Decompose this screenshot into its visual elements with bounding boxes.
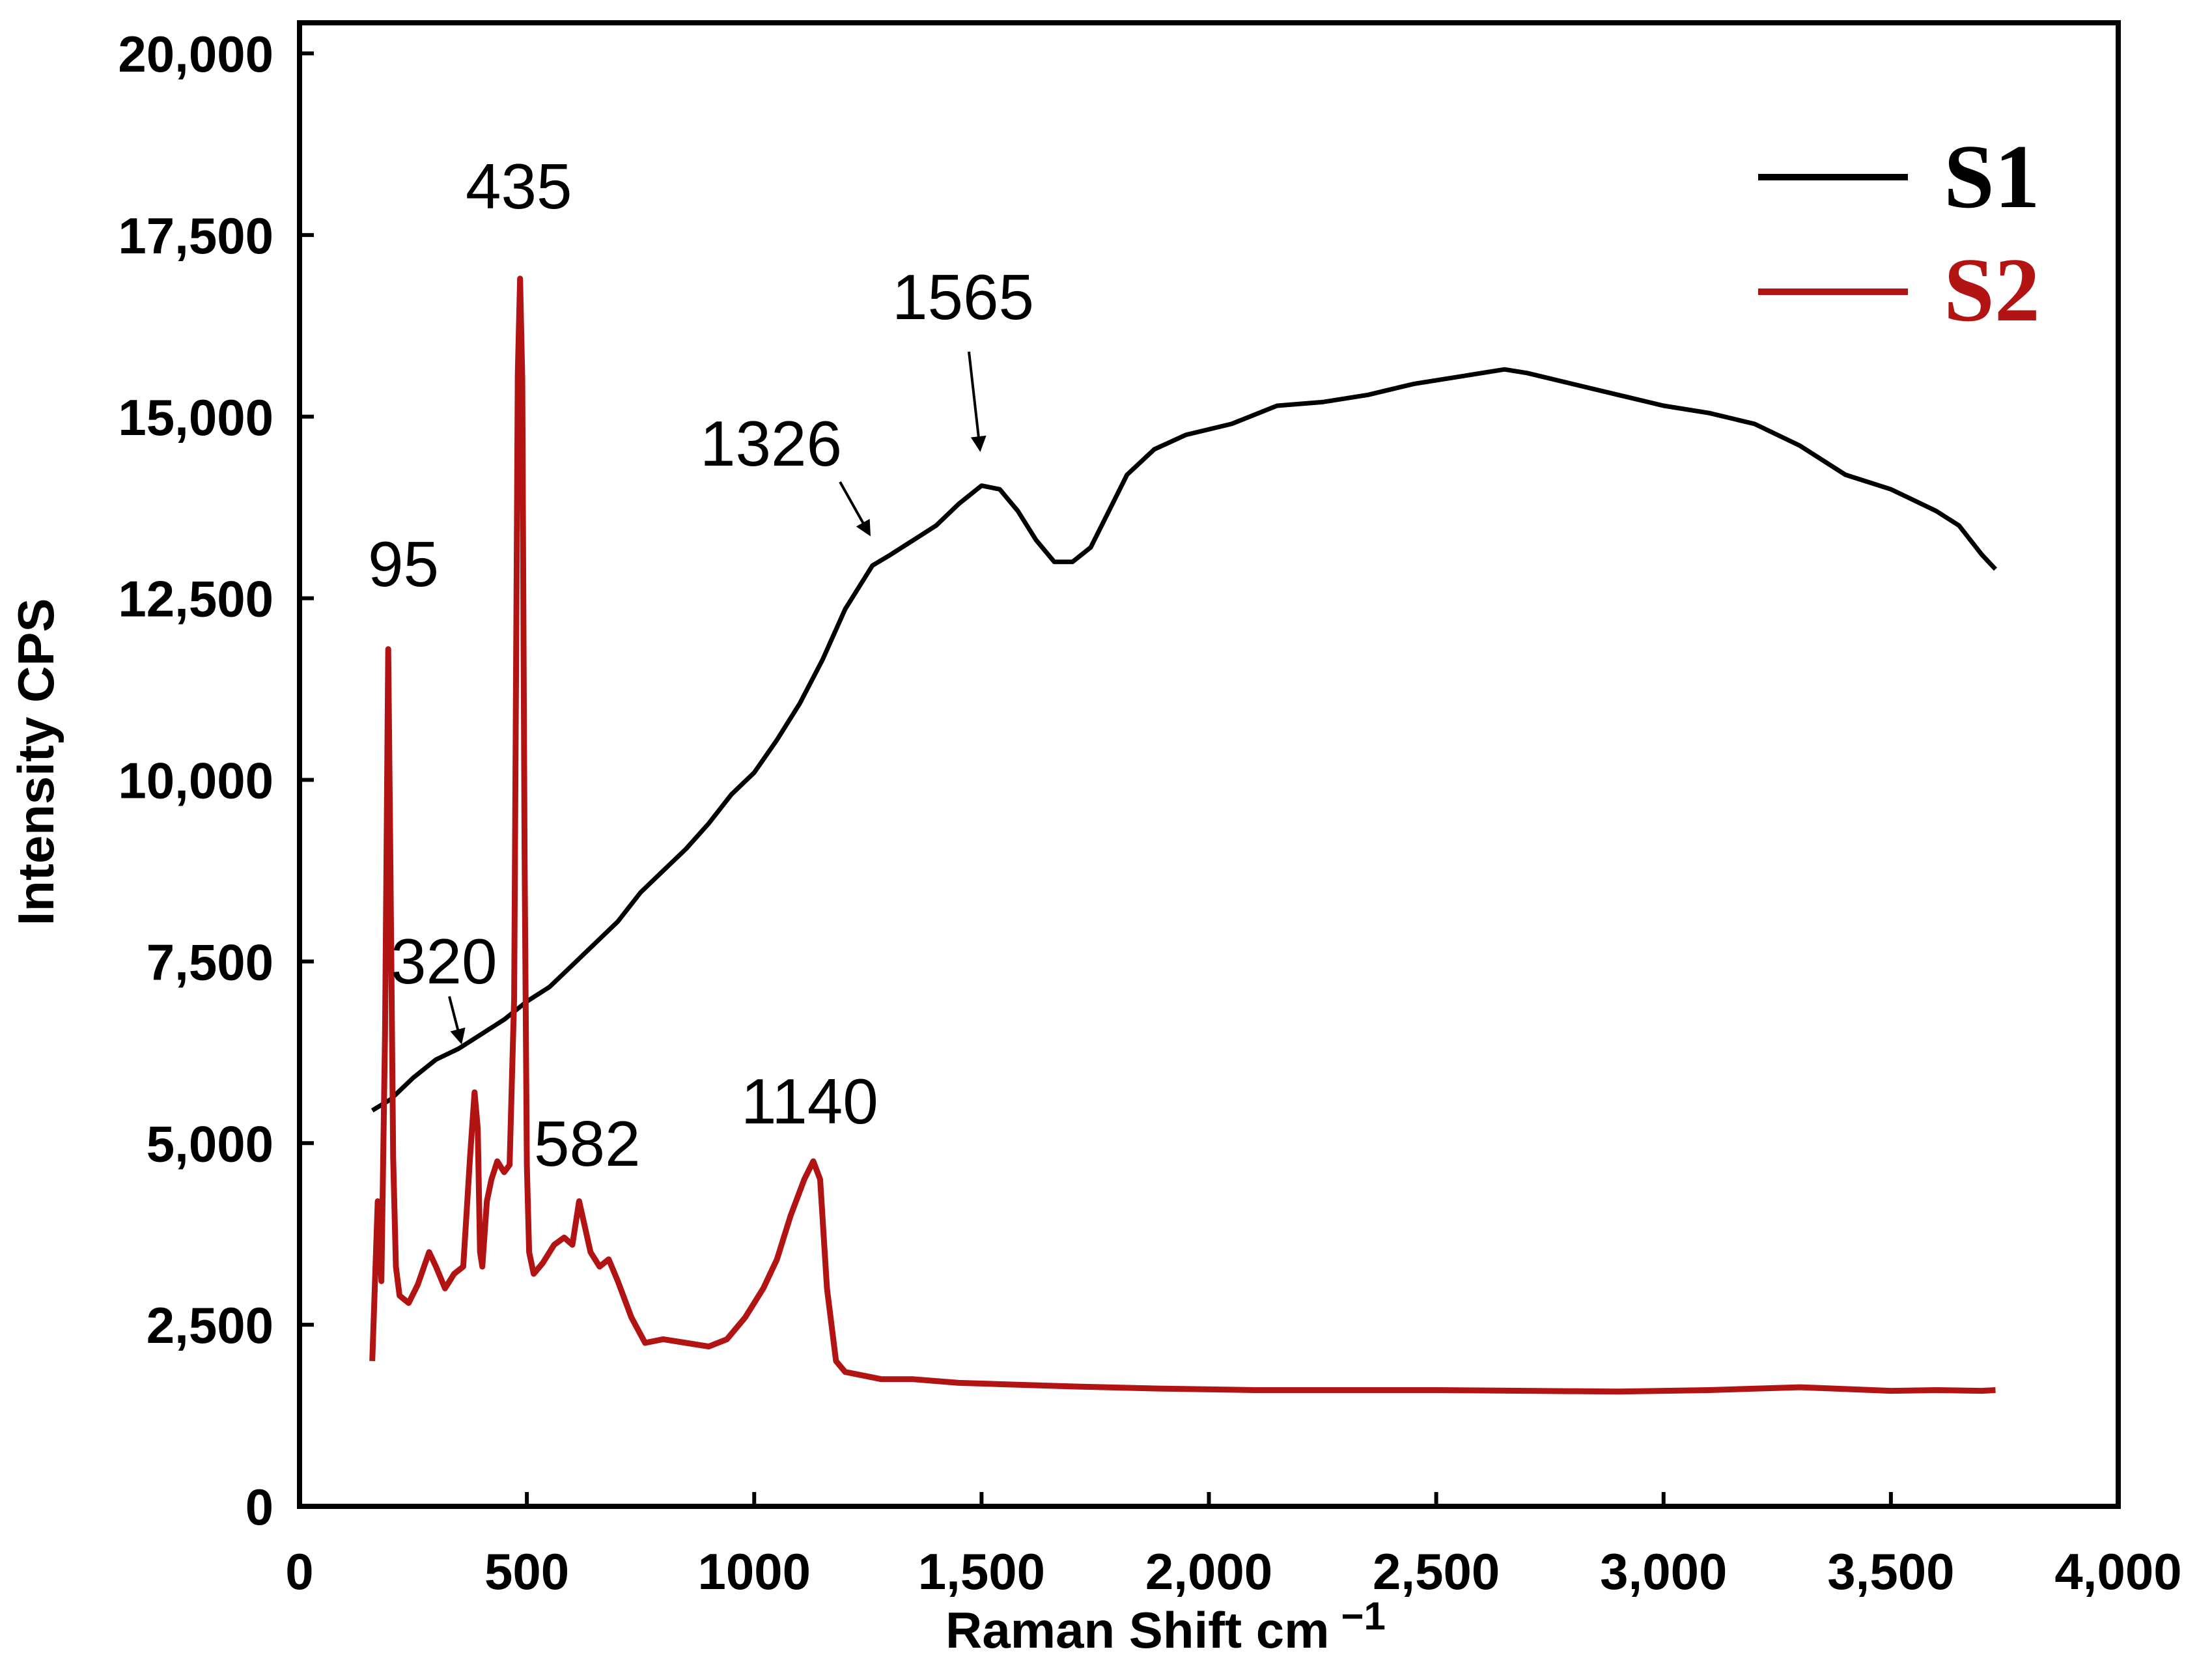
x-axis-title: Raman Shift cm −1 — [945, 1594, 1386, 1659]
x-tick-label: 0 — [285, 1543, 313, 1600]
x-tick-label: 1,500 — [918, 1543, 1045, 1600]
y-axis-ticks: 0 2,500 5,000 7,500 10,000 12,500 15,000 17,500… — [118, 25, 314, 1536]
y-tick-label: 17,500 — [118, 207, 273, 264]
x-tick-label: 4,000 — [2054, 1543, 2181, 1600]
arrow-320 — [448, 996, 466, 1045]
arrow-1565 — [968, 351, 987, 452]
series-layer — [369, 275, 1998, 1395]
annotation-582: 582 — [534, 1108, 641, 1179]
y-axis-title: Intensity CPS — [7, 599, 64, 926]
annotation-1326: 1326 — [700, 408, 842, 479]
x-tick-label: 500 — [484, 1543, 569, 1600]
y-tick-label: 2,500 — [147, 1297, 273, 1354]
annotation-arrows — [448, 351, 987, 1045]
x-tick-label: 2,000 — [1145, 1543, 1272, 1600]
y-tick-label: 20,000 — [118, 25, 273, 83]
y-tick-label: 0 — [245, 1478, 273, 1536]
x-axis-ticks: 0 500 1000 1,500 2,000 2,500 3,000 3,500 4,000 — [285, 1492, 2182, 1600]
annotation-labels: 95 435 320 582 1140 1326 1565 — [368, 150, 1034, 1179]
legend: S1 S2 — [1758, 126, 2040, 341]
y-tick-label: 15,000 — [118, 389, 273, 446]
x-tick-label: 2,500 — [1373, 1543, 1500, 1600]
y-tick-label: 5,000 — [147, 1115, 273, 1172]
y-tick-label: 12,500 — [118, 570, 273, 628]
series-line-s2 — [369, 275, 1996, 1395]
annotation-435: 435 — [466, 150, 572, 222]
x-tick-label: 3,000 — [1600, 1543, 1727, 1600]
legend-label-s1: S1 — [1944, 126, 2040, 227]
annotation-320: 320 — [391, 925, 497, 997]
x-axis-title-unit-exponent: −1 — [1341, 1594, 1386, 1638]
legend-label-s2: S2 — [1944, 240, 2040, 341]
series-line-s1 — [371, 367, 1998, 1113]
annotation-1565: 1565 — [892, 261, 1034, 333]
x-tick-label: 1000 — [697, 1543, 811, 1600]
x-tick-label: 3,500 — [1827, 1543, 1954, 1600]
y-tick-label: 7,500 — [147, 933, 273, 991]
arrow-1326 — [839, 481, 871, 537]
annotation-95: 95 — [368, 528, 439, 600]
plot-frame — [297, 20, 2121, 1509]
y-tick-label: 10,000 — [118, 752, 273, 810]
annotation-1140: 1140 — [741, 1065, 878, 1137]
x-axis-title-main: Raman Shift cm — [945, 1601, 1329, 1659]
